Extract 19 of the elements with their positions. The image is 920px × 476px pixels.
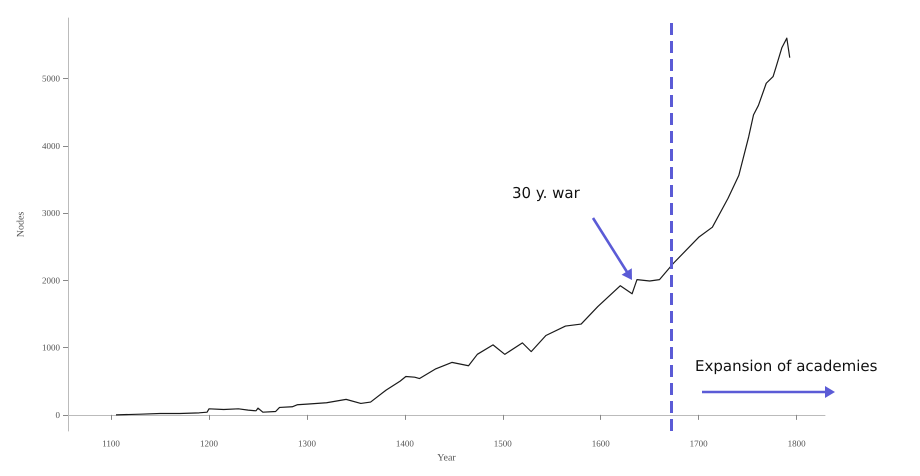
x-tick-label: 1100 [102, 438, 120, 448]
x-axis-title: Year [437, 452, 456, 464]
y-axis-title: Nodes [16, 212, 26, 238]
y-tick-label: 4000 [42, 140, 60, 151]
annotation: Expansion of academies [695, 357, 878, 375]
x-tick-label: 1700 [690, 438, 708, 448]
y-tick-label: 0 [56, 410, 60, 420]
x-tick-label: 1200 [200, 438, 219, 448]
y-tick-label: 3000 [42, 208, 60, 218]
x-tick-label: 1600 [592, 438, 610, 448]
y-tick-label: 2000 [42, 275, 60, 286]
x-tick-label: 1300 [298, 438, 316, 448]
y-tick-label: 1000 [42, 342, 60, 353]
x-tick-label: 1500 [494, 438, 512, 448]
x-tick-label: 1800 [788, 438, 806, 448]
line-series [115, 38, 790, 416]
annotation: 30 y. war [512, 184, 580, 202]
x-tick-label: 1400 [396, 438, 414, 448]
y-tick-label: 5000 [42, 74, 60, 84]
